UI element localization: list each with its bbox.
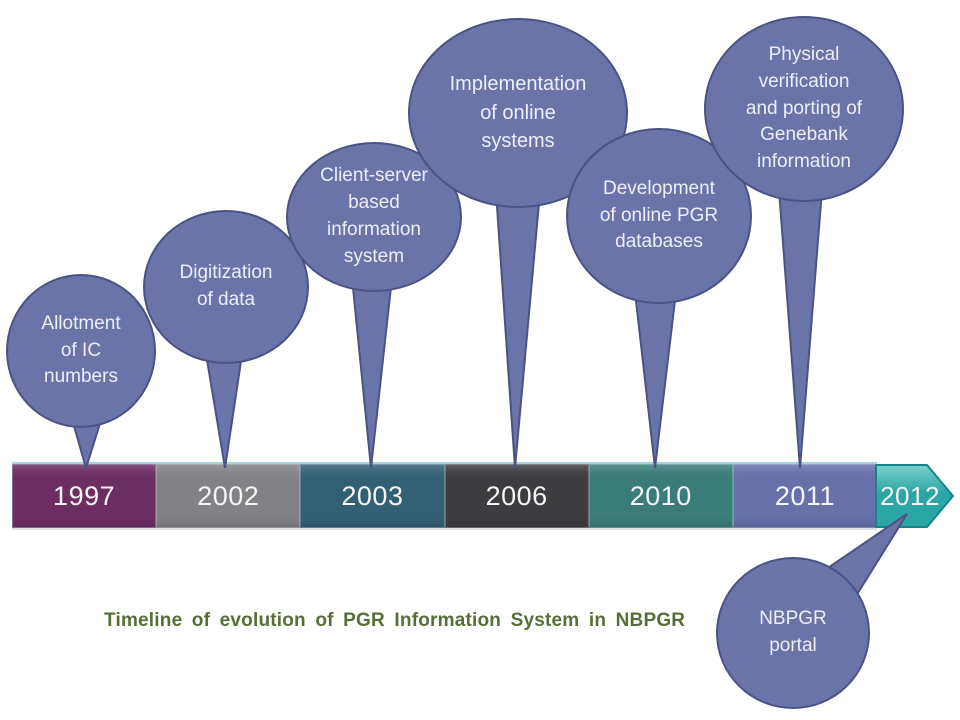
year-label-1997: 1997 — [53, 480, 116, 511]
balloon-physical-verification-genebank: Physical verification and porting of Gen… — [704, 16, 904, 202]
year-label-2002: 2002 — [197, 480, 260, 511]
timeline-segment-2006: 2006 — [444, 464, 589, 528]
timeline-segment-2002: 2002 — [156, 464, 301, 528]
timeline-segment-2011: 2011 — [732, 464, 878, 528]
balloon-text-1997: Allotment of IC numbers — [41, 312, 121, 388]
timeline-segment-1997: 1997 — [12, 464, 157, 528]
timeline-arrow-2012 — [875, 464, 954, 528]
timeline-bar: 1997 2002 2003 2006 2010 2011 — [12, 462, 878, 528]
balloon-digitization-of-data: Digitization of data — [143, 210, 309, 364]
tail-2002 — [203, 347, 245, 469]
balloon-nbpgr-portal: NBPGR portal — [716, 557, 870, 709]
balloon-text-2003: Client-server based information system — [320, 165, 428, 267]
balloon-text-2012: NBPGR portal — [759, 608, 827, 656]
timeline-segment-2003: 2003 — [300, 464, 445, 528]
balloon-allotment-ic-numbers: Allotment of IC numbers — [6, 274, 156, 428]
arrow-shape-2012 — [875, 464, 954, 528]
year-label-2011: 2011 — [774, 480, 835, 511]
tail-2006 — [494, 191, 542, 469]
tail-2010 — [633, 291, 678, 469]
year-label-2003: 2003 — [341, 480, 404, 511]
year-label-2010: 2010 — [629, 480, 692, 511]
tail-2011 — [777, 189, 824, 469]
balloon-text-2010: Development of online PGR databases — [599, 177, 719, 253]
slide-caption: Timeline of evolution of PGR Information… — [104, 610, 686, 631]
balloon-text-2002: Digitization of data — [179, 262, 273, 310]
tail-2003 — [350, 277, 394, 469]
year-label-2012: 2012 — [880, 480, 940, 511]
year-label-2006: 2006 — [485, 480, 548, 511]
timeline-segment-2010: 2010 — [588, 464, 733, 528]
balloon-text-2006: Implementation of online systems — [449, 73, 587, 153]
balloon-text-2011: Physical verification and porting of Gen… — [745, 43, 863, 173]
balloon-development-pgr-databases: Development of online PGR databases — [566, 128, 752, 304]
